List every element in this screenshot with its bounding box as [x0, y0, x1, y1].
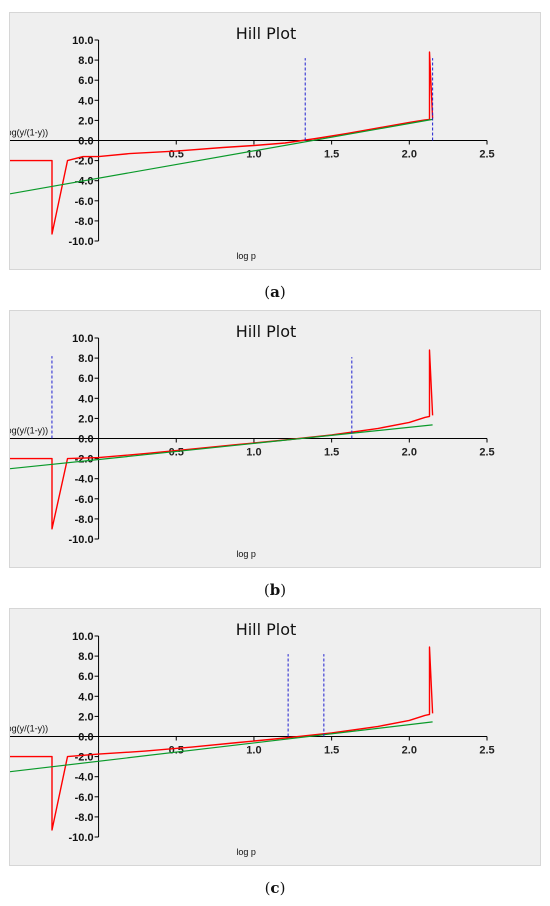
x-tick-label: 1.5 [324, 149, 339, 161]
caption-letter-c: c [270, 879, 280, 897]
y-tick-label: 6.0 [78, 671, 93, 683]
hill-plot-chart-b: Hill Plot 10.0 8.0 6.0 4.0 2.0 0.0 -2.0 -4.0 -6.0… [10, 322, 495, 559]
x-tick-label: 1.5 [324, 745, 339, 757]
caption-a: (a) [264, 283, 286, 301]
x-axis-label: log p [236, 847, 256, 857]
x-tick-label: 2.0 [402, 149, 417, 161]
y-tick-label: -10.0 [68, 832, 93, 844]
y-tick-label: 6.0 [78, 75, 93, 87]
y-tick-label: -8.0 [75, 216, 94, 228]
caption-b: (b) [263, 581, 287, 599]
data-curve [10, 349, 434, 530]
hill-plot-chart-c: Hill Plot10.08.06.04.02.00.0-2.0-4.0-6.0… [10, 620, 495, 857]
caption-letter-b: b [269, 581, 281, 599]
y-tick-label: 2.0 [78, 413, 93, 425]
y-tick-label: 0.0 [78, 732, 93, 744]
chart-title: Hill Plot [236, 620, 297, 639]
x-tick-label: 2.5 [479, 745, 494, 757]
x-tick-label: 0.5 [169, 447, 184, 459]
y-tick-label: 8.0 [78, 353, 93, 365]
fit-line [10, 721, 433, 773]
y-tick-label: -2.0 [75, 156, 94, 168]
data-curve [10, 51, 434, 235]
x-axis-label: log p [236, 251, 256, 261]
y-tick-label: -10.0 [68, 534, 93, 546]
y-tick-label: 8.0 [78, 651, 93, 663]
y-tick-label: -4.0 [75, 772, 94, 784]
y-axis-label: log(y/(1-y)) [10, 724, 48, 734]
fit-line [10, 118, 433, 195]
y-tick-label: 6.0 [78, 373, 93, 385]
y-tick-label: -2.0 [75, 454, 94, 466]
y-tick-label: -4.0 [75, 474, 94, 486]
y-tick-label: -6.0 [75, 196, 94, 208]
y-tick-label: -8.0 [75, 812, 94, 824]
chart-panel-b: Hill Plot 10.0 8.0 6.0 4.0 2.0 0.0 -2.0 -4.0 -6.0… [9, 310, 541, 568]
hill-plot-chart-a: Hill Plot 10.0 8.0 6.0 4.0 2.0 0.0 -2.0 -4.0 -6.0… [10, 24, 495, 261]
y-tick-label: 4.0 [78, 691, 93, 703]
caption-c: (c) [264, 879, 286, 897]
y-tick-label: 10.0 [72, 35, 93, 47]
x-tick-label: 2.5 [479, 447, 494, 459]
y-tick-label: 4.0 [78, 95, 93, 107]
x-tick-label: 2.5 [479, 149, 494, 161]
y-tick-label: -6.0 [75, 792, 94, 804]
x-tick-label: 1.0 [246, 447, 261, 459]
x-tick-label: 2.0 [402, 745, 417, 757]
x-tick-label: 0.5 [169, 745, 184, 757]
y-tick-label: 10.0 [72, 333, 93, 345]
y-tick-label: 8.0 [78, 55, 93, 67]
y-tick-label: 2.0 [78, 115, 93, 127]
x-axis-label: log p [236, 549, 256, 559]
y-axis-label: log(y/(1-y)) [10, 426, 48, 436]
y-tick-label: -10.0 [68, 236, 93, 248]
chart-title: Hill Plot [236, 322, 297, 341]
y-tick-label: -4.0 [75, 176, 94, 188]
caption-letter-a: a [270, 283, 280, 301]
x-tick-label: 2.0 [402, 447, 417, 459]
data-curve [10, 646, 434, 831]
y-tick-label: -6.0 [75, 494, 94, 506]
y-tick-label: 0.0 [78, 434, 93, 446]
x-tick-label: 1.0 [246, 745, 261, 757]
chart-title: Hill Plot [236, 24, 297, 43]
y-tick-label: 0.0 [78, 136, 93, 148]
y-tick-label: -8.0 [75, 514, 94, 526]
y-tick-label: 2.0 [78, 711, 93, 723]
chart-panel-c: Hill Plot 10.0 8.0 6.0 4.0 2.0 0.0 -2.0 -4.0 -6.0… [9, 608, 541, 866]
y-axis-label: log(y/(1-y)) [10, 128, 48, 138]
chart-panel-a: Hill Plot 10.0 8.0 6.0 4.0 2.0 0.0 -2.0 -4.0 -6.0… [9, 12, 541, 270]
x-tick-label: 1.5 [324, 447, 339, 459]
y-tick-label: 4.0 [78, 393, 93, 405]
fit-line [10, 424, 433, 470]
y-tick-label: 10.0 [72, 631, 93, 643]
